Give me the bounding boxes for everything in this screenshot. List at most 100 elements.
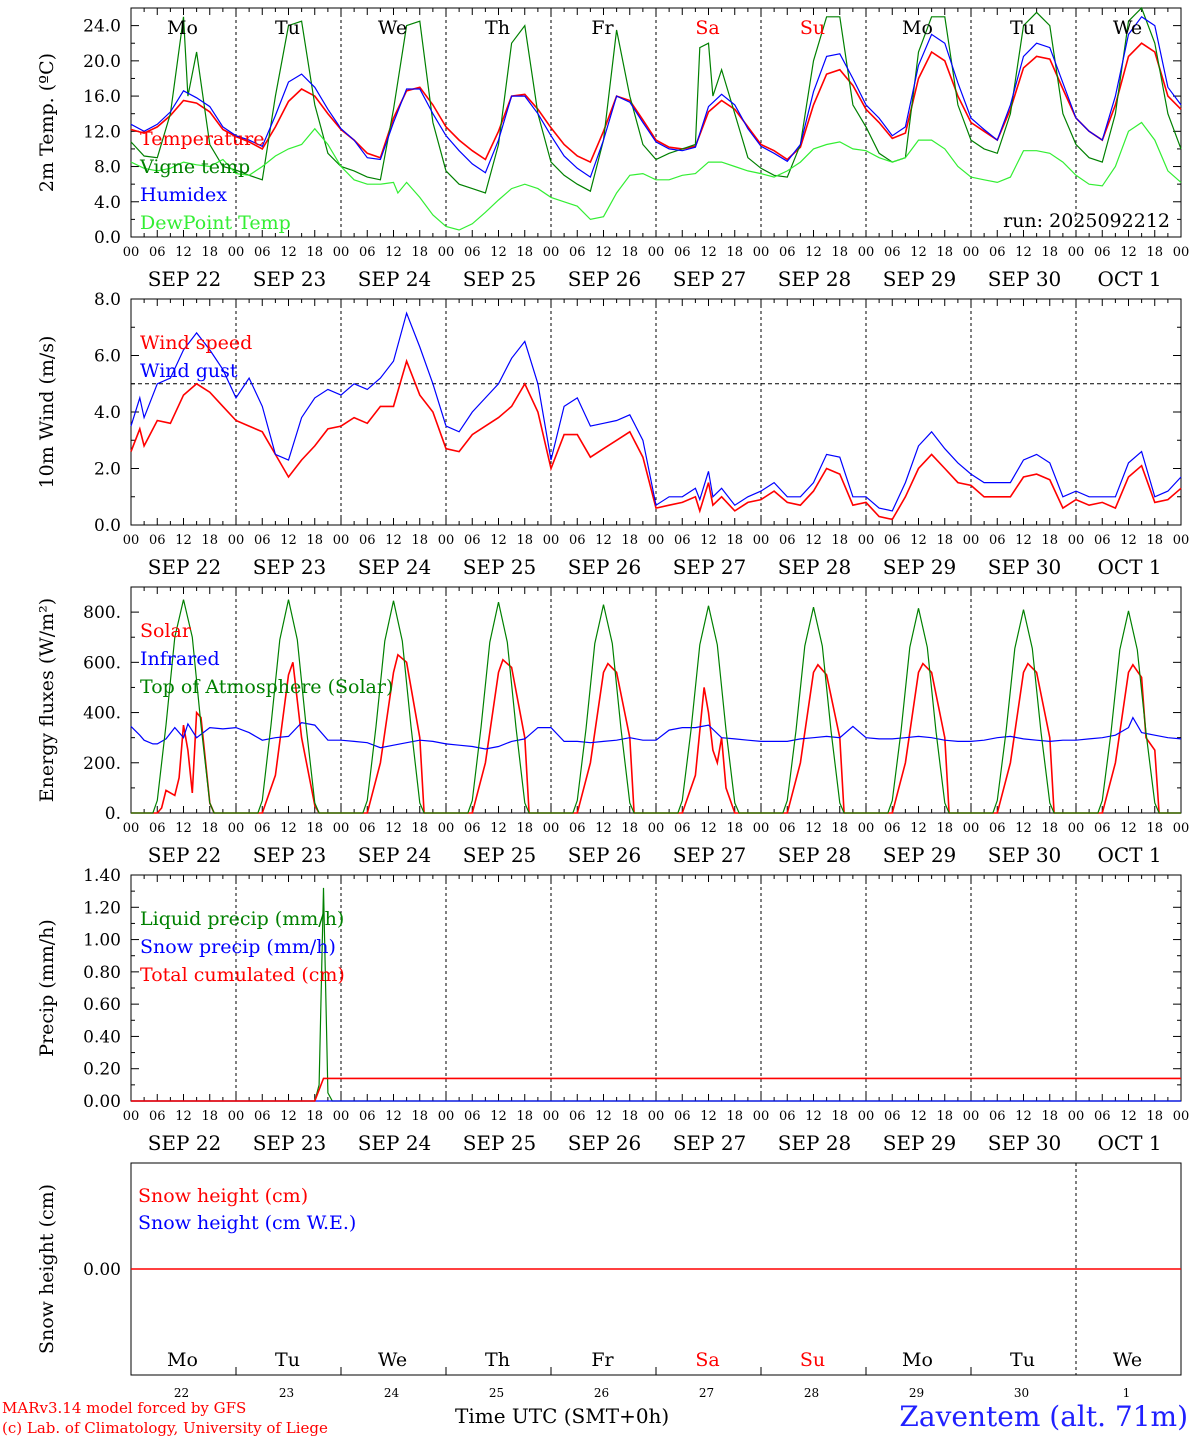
day-number-label: 28 bbox=[804, 1386, 819, 1400]
hour-tick-label: 12 bbox=[700, 821, 717, 836]
weekday-label: Sa bbox=[695, 17, 719, 39]
series-line-vigne-temp bbox=[130, 6, 1182, 194]
hour-tick-label: 12 bbox=[385, 1109, 402, 1124]
panel-temperature: 00 06 12 18 00 06 12 18 00 06 12 18 00 06 12 18 00 06 12 18… bbox=[36, 6, 1189, 291]
hour-tick-label: 18 bbox=[411, 245, 428, 260]
hour-tick-label: 18 bbox=[516, 245, 533, 260]
hour-tick-label: 00 bbox=[123, 821, 140, 836]
hour-tick-label: 06 bbox=[884, 245, 901, 260]
date-label: SEP 24 bbox=[358, 555, 432, 579]
date-label: SEP 25 bbox=[463, 267, 537, 291]
hour-tick-label: 00 bbox=[123, 533, 140, 548]
hour-tick-label: 12 bbox=[175, 533, 192, 548]
hour-tick-label: 18 bbox=[411, 533, 428, 548]
date-label: SEP 25 bbox=[463, 555, 537, 579]
y-tick-label: 0.80 bbox=[83, 963, 121, 983]
hour-tick-label: 12 bbox=[280, 533, 297, 548]
date-label: SEP 26 bbox=[568, 555, 642, 579]
date-label: SEP 22 bbox=[148, 555, 222, 579]
hour-tick-label: 00 bbox=[648, 533, 665, 548]
y-tick-label: 4.0 bbox=[94, 403, 121, 423]
date-label: OCT 1 bbox=[1097, 267, 1161, 291]
hour-tick-label: 00 bbox=[648, 245, 665, 260]
day-number-label: 1 bbox=[1123, 1386, 1131, 1400]
hour-tick-label: 06 bbox=[674, 1109, 691, 1124]
hour-tick-label: 18 bbox=[936, 1109, 953, 1124]
day-number-label: 23 bbox=[279, 1386, 294, 1400]
date-label: SEP 29 bbox=[883, 555, 957, 579]
hour-tick-label: 18 bbox=[1041, 533, 1058, 548]
hour-tick-label: 12 bbox=[595, 821, 612, 836]
hour-tick-label: 06 bbox=[779, 1109, 796, 1124]
y-axis-label: 10m Wind (m/s) bbox=[36, 336, 58, 489]
hour-tick-label: 18 bbox=[1146, 821, 1163, 836]
hour-tick-label: 18 bbox=[1041, 1109, 1058, 1124]
hour-tick-label: 18 bbox=[516, 1109, 533, 1124]
y-tick-label: 0. bbox=[105, 804, 121, 824]
hour-tick-label: 06 bbox=[254, 245, 271, 260]
hour-tick-label: 00 bbox=[753, 1109, 770, 1124]
series-line-infrared bbox=[130, 716, 1182, 750]
date-label: SEP 28 bbox=[778, 267, 852, 291]
hour-tick-label: 06 bbox=[464, 533, 481, 548]
hour-tick-label: 12 bbox=[385, 821, 402, 836]
hour-tick-label: 00 bbox=[963, 1109, 980, 1124]
hour-tick-label: 18 bbox=[516, 821, 533, 836]
time-axis-label: Time UTC (SMT+0h) bbox=[455, 1404, 670, 1428]
hour-tick-label: 12 bbox=[490, 821, 507, 836]
hour-tick-label: 00 bbox=[333, 533, 350, 548]
hour-tick-label: 12 bbox=[280, 245, 297, 260]
weekday-label: We bbox=[378, 17, 407, 39]
y-tick-label: 0.20 bbox=[83, 1060, 121, 1080]
hour-tick-label: 06 bbox=[779, 821, 796, 836]
hour-tick-label: 12 bbox=[700, 1109, 717, 1124]
hour-tick-label: 06 bbox=[254, 1109, 271, 1124]
hour-tick-label: 00 bbox=[1173, 1109, 1190, 1124]
hour-tick-label: 06 bbox=[674, 245, 691, 260]
hour-tick-label: 12 bbox=[385, 245, 402, 260]
meteogram-chart: 00 06 12 18 00 06 12 18 00 06 12 18 00 06 12 18 00 06 12 18… bbox=[36, 6, 1189, 1400]
hour-tick-label: 06 bbox=[569, 245, 586, 260]
y-tick-label: 20.0 bbox=[83, 52, 121, 72]
hour-tick-label: 18 bbox=[306, 821, 323, 836]
y-tick-label: 1.40 bbox=[83, 866, 121, 886]
hour-tick-label: 00 bbox=[333, 821, 350, 836]
date-label: SEP 24 bbox=[358, 267, 432, 291]
hour-tick-label: 06 bbox=[254, 533, 271, 548]
date-label: SEP 27 bbox=[673, 843, 747, 867]
date-label: SEP 29 bbox=[883, 1131, 957, 1155]
date-label: OCT 1 bbox=[1097, 1131, 1161, 1155]
date-label: SEP 29 bbox=[883, 843, 957, 867]
hour-tick-label: 18 bbox=[936, 533, 953, 548]
date-label: OCT 1 bbox=[1097, 555, 1161, 579]
hour-tick-label: 12 bbox=[1015, 245, 1032, 260]
legend-entry: Total cumulated (cm) bbox=[140, 964, 345, 986]
y-axis-label: Precip (mm/h) bbox=[36, 919, 58, 1057]
hour-tick-label: 00 bbox=[648, 1109, 665, 1124]
hour-tick-label: 06 bbox=[569, 821, 586, 836]
hour-tick-label: 00 bbox=[123, 245, 140, 260]
hour-tick-label: 18 bbox=[1041, 245, 1058, 260]
hour-tick-label: 00 bbox=[858, 821, 875, 836]
panel-precip: 00 06 12 18 00 06 12 18 00 06 12 18 00 06 12 18 00 06 12 18… bbox=[36, 866, 1189, 1155]
day-number-label: 26 bbox=[594, 1386, 609, 1400]
legend-entry: Wind gust bbox=[140, 360, 238, 382]
date-label: SEP 22 bbox=[148, 1131, 222, 1155]
y-tick-label: 400. bbox=[83, 704, 121, 724]
hour-tick-label: 06 bbox=[359, 533, 376, 548]
hour-tick-label: 18 bbox=[411, 821, 428, 836]
hour-tick-label: 06 bbox=[989, 245, 1006, 260]
y-tick-label: 1.20 bbox=[83, 898, 121, 918]
y-tick-label: 6.0 bbox=[94, 347, 121, 367]
y-tick-label: 0.00 bbox=[83, 1260, 121, 1280]
hour-tick-label: 00 bbox=[228, 821, 245, 836]
hour-tick-label: 00 bbox=[228, 1109, 245, 1124]
date-label: SEP 30 bbox=[988, 1131, 1062, 1155]
hour-tick-label: 00 bbox=[333, 1109, 350, 1124]
hour-tick-label: 12 bbox=[1015, 533, 1032, 548]
series-line-temperature bbox=[130, 42, 1182, 164]
lab-credit: (c) Lab. of Climatology, University of L… bbox=[2, 1419, 328, 1437]
hour-tick-label: 00 bbox=[123, 1109, 140, 1124]
weekday-label: Mo bbox=[902, 17, 933, 39]
hour-tick-label: 00 bbox=[963, 821, 980, 836]
